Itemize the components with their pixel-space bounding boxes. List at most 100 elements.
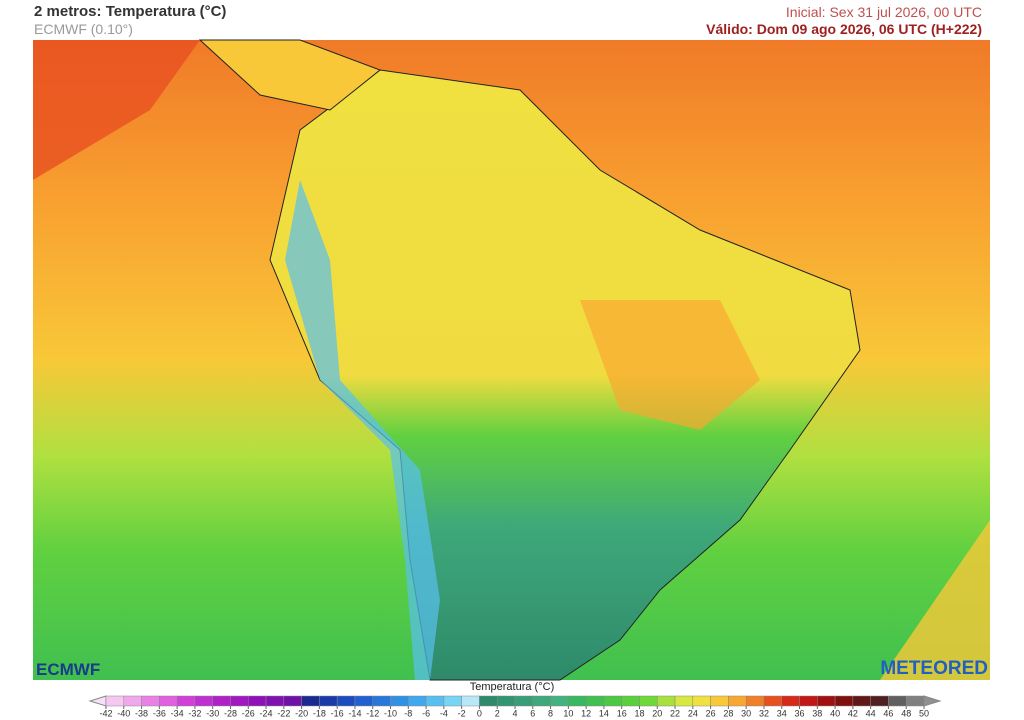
colorbar-swatch (319, 695, 338, 707)
colorbar-swatch (390, 695, 409, 707)
colorbar-tick-label: -30 (206, 708, 219, 718)
colorbar-swatch (905, 695, 925, 707)
colorbar-tick-label: 6 (530, 708, 535, 718)
warm-interior (580, 300, 760, 430)
warm-region (33, 40, 200, 180)
colorbar-swatch (728, 695, 747, 707)
colorbar-swatch (621, 695, 640, 707)
colorbar-tick-label: -16 (331, 708, 344, 718)
colorbar-tick-label: -10 (384, 708, 397, 718)
colorbar-tick-label: -34 (171, 708, 184, 718)
colorbar-swatch (870, 695, 889, 707)
colorbar-tick-label: 24 (688, 708, 698, 718)
colorbar-swatch (852, 695, 871, 707)
colorbar-swatch (212, 695, 231, 707)
colorbar-swatch (781, 695, 800, 707)
colorbar-tick-label: 16 (617, 708, 627, 718)
colorbar-tick-label: -40 (117, 708, 130, 718)
colorbar-swatch (408, 695, 427, 707)
colorbar-swatch (265, 695, 285, 707)
colorbar-tick-label: -38 (135, 708, 148, 718)
meteored-logo: METEORED (880, 658, 988, 679)
colorbar-tick-label: -4 (440, 708, 448, 718)
model: ECMWF (0.10°) (34, 21, 133, 37)
colorbar-swatch (888, 695, 907, 707)
colorbar-tick-label: 30 (741, 708, 751, 718)
colorbar-arrow (88, 695, 107, 707)
andes (285, 180, 440, 680)
colorbar-tick-label: -8 (404, 708, 412, 718)
colorbar-swatch (799, 695, 818, 707)
colorbar-tick-label: 8 (548, 708, 553, 718)
colorbar-label: Temperatura (°C) (470, 681, 554, 693)
colorbar-swatch (657, 695, 676, 707)
colorbar-tick-label: 34 (777, 708, 787, 718)
colorbar-tick-label: 48 (901, 708, 911, 718)
colorbar-swatch (834, 695, 854, 707)
colorbar-swatch (639, 695, 658, 707)
colorbar-tick-label: 44 (866, 708, 876, 718)
initial-time: Inicial: Sex 31 jul 2026, 00 UTC (785, 4, 982, 20)
colorbar-tick-label: 40 (830, 708, 840, 718)
colorbar-tick-label: 20 (652, 708, 662, 718)
central-america (198, 39, 381, 111)
colorbar-tick-label: -22 (277, 708, 290, 718)
colorbar-tick-label: 26 (706, 708, 716, 718)
colorbar-tick-label: 46 (883, 708, 893, 718)
colorbar-tick-label: -26 (242, 708, 255, 718)
ocean (33, 40, 990, 680)
colorbar-swatch (105, 695, 125, 707)
colorbar-swatch (496, 695, 516, 707)
colorbar-tick-label: 22 (670, 708, 680, 718)
colorbar-swatch (479, 695, 498, 707)
colorbar-tick-label: -6 (422, 708, 430, 718)
colorbar-swatch (817, 695, 836, 707)
colorbar-tick-label: -36 (153, 708, 166, 718)
valid-time: Válido: Dom 09 ago 2026, 06 UTC (H+222) (706, 21, 982, 37)
colorbar-tick-label: -18 (313, 708, 326, 718)
colorbar-tick-label: 38 (812, 708, 822, 718)
colorbar: Temperatura (°C) -42 -40 -38 -36 -34 -32 -30 -2… (88, 681, 942, 718)
colorbar-tick-label: -12 (366, 708, 379, 718)
colorbar-tick-label: 32 (759, 708, 769, 718)
colorbar-swatch (248, 695, 267, 707)
continent (269, 69, 861, 681)
colorbar-swatch (372, 695, 391, 707)
colorbar-tick-label: 50 (919, 708, 929, 718)
colorbar-swatch (532, 695, 551, 707)
colorbar-tick-label: 12 (581, 708, 591, 718)
colorbar-tick-label: 0 (477, 708, 482, 718)
colorbar-swatch (230, 695, 249, 707)
colorbar-swatch (176, 695, 196, 707)
colorbar-tick-label: 4 (512, 708, 517, 718)
colorbar-swatch (603, 695, 622, 707)
colorbar-swatch (194, 695, 213, 707)
colorbar-tick-label: 14 (599, 708, 609, 718)
colorbar-tick-label: -24 (260, 708, 273, 718)
colorbar-tick-label: -28 (224, 708, 237, 718)
colorbar-swatch (674, 695, 694, 707)
colorbar-tick-label: -42 (99, 708, 112, 718)
colorbar-swatch (159, 695, 178, 707)
colorbar-swatch (461, 695, 480, 707)
colorbar-swatch (568, 695, 587, 707)
ecmwf-logo: ECMWF (36, 660, 101, 679)
colorbar-tick-label: 18 (634, 708, 644, 718)
colorbar-swatch (443, 695, 462, 707)
colorbar-tick-label: 42 (848, 708, 858, 718)
colorbar-tick-label: 28 (723, 708, 733, 718)
colorbar-tick-label: 2 (495, 708, 500, 718)
colorbar-tick-label: 36 (795, 708, 805, 718)
colorbar-tick-label: -14 (348, 708, 361, 718)
colorbar-swatch (283, 695, 302, 707)
colorbar-swatch (745, 695, 765, 707)
colorbar-arrow (923, 695, 942, 707)
colorbar-swatch (692, 695, 711, 707)
colorbar-tick-label: -20 (295, 708, 308, 718)
warm-region (880, 520, 990, 680)
colorbar-swatch (354, 695, 373, 707)
colorbar-swatch (123, 695, 142, 707)
colorbar-swatch (301, 695, 320, 707)
